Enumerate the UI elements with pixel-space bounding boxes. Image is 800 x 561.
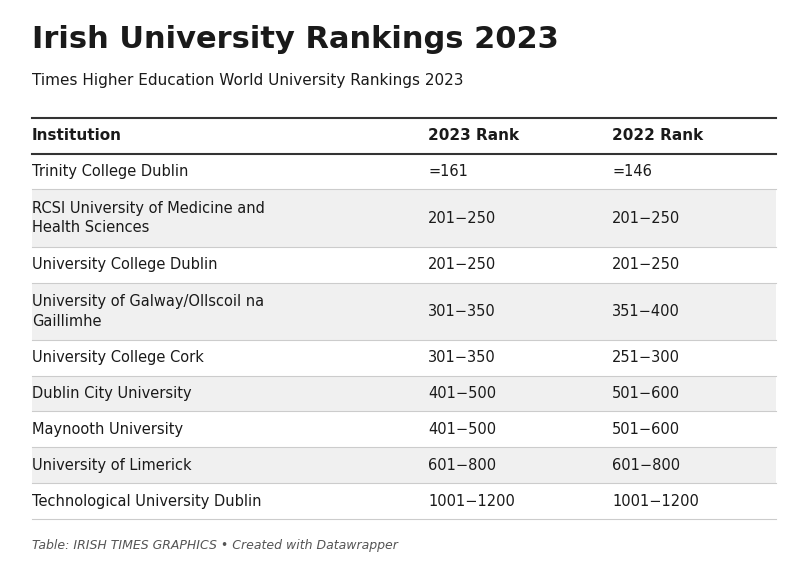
Text: 201−250: 201−250: [612, 257, 680, 272]
Bar: [32, 483, 776, 519]
Text: Technological University Dublin: Technological University Dublin: [32, 494, 262, 508]
Text: 401−500: 401−500: [428, 386, 496, 401]
Text: RCSI University of Medicine and
Health Sciences: RCSI University of Medicine and Health S…: [32, 201, 265, 236]
Text: University College Cork: University College Cork: [32, 350, 204, 365]
Text: Irish University Rankings 2023: Irish University Rankings 2023: [32, 25, 558, 54]
Text: Trinity College Dublin: Trinity College Dublin: [32, 164, 188, 179]
Text: 501−600: 501−600: [612, 422, 680, 437]
Text: =146: =146: [612, 164, 652, 179]
Text: 2023 Rank: 2023 Rank: [428, 128, 519, 143]
Text: Times Higher Education World University Rankings 2023: Times Higher Education World University …: [32, 73, 463, 88]
Text: University of Galway/Ollscoil na
Gaillimhe: University of Galway/Ollscoil na Gaillim…: [32, 294, 264, 329]
Bar: [32, 190, 776, 247]
Text: Table: IRISH TIMES GRAPHICS • Created with Datawrapper: Table: IRISH TIMES GRAPHICS • Created wi…: [32, 539, 398, 551]
Bar: [32, 411, 776, 447]
Bar: [32, 340, 776, 376]
Bar: [32, 154, 776, 190]
Text: =161: =161: [428, 164, 468, 179]
Text: 351−400: 351−400: [612, 304, 680, 319]
Bar: [32, 447, 776, 483]
Text: 301−350: 301−350: [428, 350, 496, 365]
Bar: [32, 283, 776, 340]
Text: 401−500: 401−500: [428, 422, 496, 437]
Text: 2022 Rank: 2022 Rank: [612, 128, 703, 143]
Text: 301−350: 301−350: [428, 304, 496, 319]
Text: 501−600: 501−600: [612, 386, 680, 401]
Text: 201−250: 201−250: [428, 257, 496, 272]
Text: 251−300: 251−300: [612, 350, 680, 365]
Text: 1001−1200: 1001−1200: [428, 494, 515, 508]
Text: Maynooth University: Maynooth University: [32, 422, 183, 437]
Text: Dublin City University: Dublin City University: [32, 386, 192, 401]
Text: 1001−1200: 1001−1200: [612, 494, 699, 508]
Text: 601−800: 601−800: [428, 458, 496, 473]
Text: University College Dublin: University College Dublin: [32, 257, 218, 272]
Bar: [32, 376, 776, 411]
Text: University of Limerick: University of Limerick: [32, 458, 192, 473]
Bar: [32, 247, 776, 283]
Text: 201−250: 201−250: [428, 210, 496, 226]
Text: 201−250: 201−250: [612, 210, 680, 226]
Text: Institution: Institution: [32, 128, 122, 143]
Text: 601−800: 601−800: [612, 458, 680, 473]
